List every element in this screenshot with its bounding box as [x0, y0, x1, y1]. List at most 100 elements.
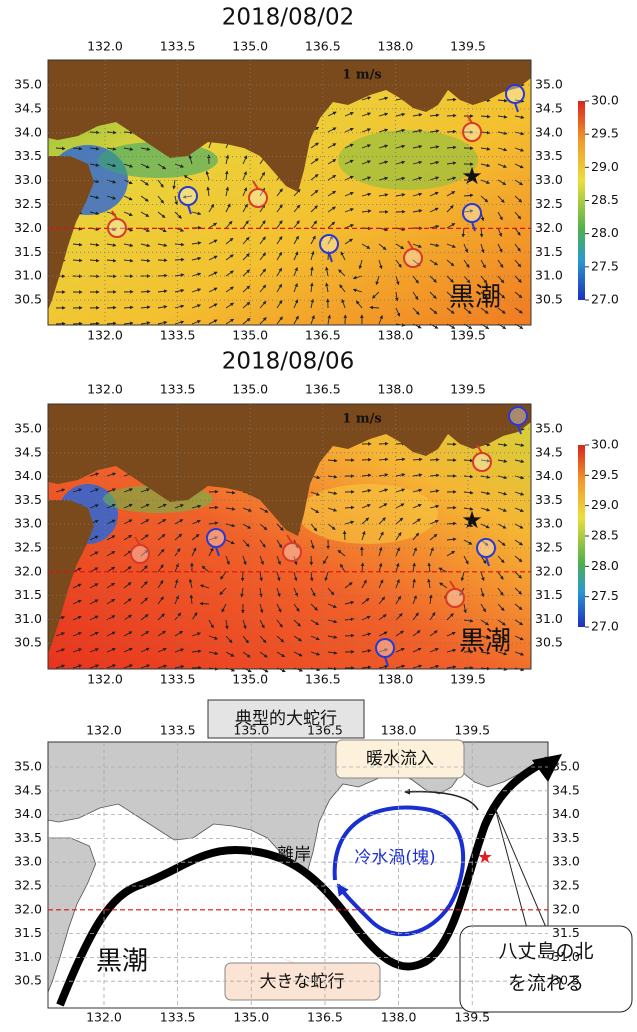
- lat-tick-label: 33.0: [535, 516, 563, 531]
- colorbar-tick-label: 28.0: [591, 558, 619, 573]
- colorbar-tick-label: 27.5: [591, 258, 619, 273]
- eddy-marker: [404, 249, 422, 267]
- lat-tick-label: 30.5: [535, 635, 563, 650]
- lon-tick-label: 133.5: [160, 382, 196, 397]
- lat-tick-label: 31.0: [552, 949, 580, 964]
- current-vector: [73, 323, 82, 324]
- lat-tick-label: 34.0: [535, 468, 563, 483]
- lat-tick-label: 31.0: [535, 268, 563, 283]
- lat-tick-label: 31.5: [14, 587, 42, 602]
- lat-tick-label: 34.0: [14, 124, 42, 139]
- eddy-marker: [463, 204, 481, 222]
- lat-tick-label: 34.0: [552, 806, 580, 821]
- lon-tick-label: 133.5: [160, 328, 196, 343]
- lat-tick-label: 35.0: [14, 421, 42, 436]
- lat-tick-label: 32.5: [14, 878, 42, 893]
- eddy-marker: [446, 589, 464, 607]
- callout-box: [460, 926, 632, 1012]
- current-vector: [447, 115, 456, 116]
- lon-tick-label: 135.0: [232, 382, 268, 397]
- lat-tick-label: 30.5: [552, 973, 580, 988]
- eddy-marker: [506, 85, 524, 103]
- lon-tick-label: 138.0: [378, 328, 414, 343]
- lon-tick-label: 136.5: [307, 1010, 343, 1025]
- lat-tick-label: 34.5: [552, 782, 580, 797]
- lat-tick-label: 33.5: [535, 492, 563, 507]
- lat-tick-label: 35.0: [552, 759, 580, 774]
- lat-tick-label: 33.0: [14, 516, 42, 531]
- lat-tick-label: 31.0: [14, 949, 42, 964]
- colorbar-tick-label: 30.0: [591, 437, 619, 452]
- current-label: 黒潮: [459, 627, 511, 657]
- cold-eddy-label: 冷水渦(塊): [354, 848, 435, 868]
- lon-tick-label: 135.0: [232, 39, 268, 54]
- lon-tick-label: 132.0: [87, 382, 123, 397]
- lat-tick-label: 32.5: [552, 878, 580, 893]
- eddy-marker: [207, 529, 225, 547]
- lon-tick-label: 139.5: [450, 382, 486, 397]
- lon-tick-label: 135.0: [232, 672, 268, 687]
- colorbar-tick-label: 27.0: [591, 619, 619, 634]
- hachijo-star: ★: [461, 506, 483, 534]
- lat-tick-label: 34.5: [14, 444, 42, 459]
- eddy-marker: [283, 543, 301, 561]
- current-label: 黒潮: [449, 283, 501, 313]
- lat-tick-label: 31.5: [552, 925, 580, 940]
- lat-tick-label: 35.0: [535, 421, 563, 436]
- colorbar-tick-label: 29.5: [591, 126, 619, 141]
- lat-tick-label: 32.5: [535, 540, 563, 555]
- lat-tick-label: 34.0: [535, 124, 563, 139]
- lat-tick-label: 31.5: [14, 925, 42, 940]
- panel-title: 2018/08/06: [222, 349, 355, 375]
- lon-tick-label: 138.0: [378, 382, 414, 397]
- callout-text: 大きな蛇行: [260, 972, 345, 992]
- lat-tick-label: 30.5: [535, 292, 563, 307]
- callout-text: 暖水流入: [366, 749, 434, 769]
- lon-tick-label: 132.0: [86, 1010, 122, 1025]
- lat-tick-label: 32.0: [535, 220, 563, 235]
- lat-tick-label: 35.0: [535, 77, 563, 92]
- current-vector: [447, 131, 456, 132]
- colorbar-tick-label: 28.0: [591, 225, 619, 240]
- lat-tick-label: 31.5: [535, 587, 563, 602]
- hachijo-star: ★: [461, 162, 483, 190]
- colorbar: [578, 445, 585, 627]
- scale-label: 1 m/s: [342, 412, 381, 427]
- lat-tick-label: 33.0: [552, 854, 580, 869]
- eddy-marker: [249, 189, 267, 207]
- lat-tick-label: 33.5: [14, 830, 42, 845]
- current-vector: [90, 323, 99, 324]
- lon-tick-label: 139.5: [450, 672, 486, 687]
- hachijo-star: ★: [477, 847, 493, 868]
- lat-tick-label: 32.0: [14, 563, 42, 578]
- lat-tick-label: 34.0: [14, 468, 42, 483]
- lon-tick-label: 133.5: [160, 672, 196, 687]
- lat-tick-label: 33.0: [14, 854, 42, 869]
- lon-tick-label: 133.5: [160, 39, 196, 54]
- lon-tick-label: 138.0: [378, 39, 414, 54]
- lon-tick-label: 139.5: [450, 39, 486, 54]
- current-vector: [344, 531, 345, 540]
- lat-tick-label: 31.0: [14, 268, 42, 283]
- current-vector: [141, 291, 150, 292]
- colorbar-tick-label: 30.0: [591, 93, 619, 108]
- lat-tick-label: 32.0: [552, 901, 580, 916]
- lon-tick-label: 132.0: [86, 723, 122, 738]
- panel-title: 2018/08/02: [222, 5, 355, 31]
- eddy-marker: [108, 219, 126, 237]
- colorbar-tick-label: 28.5: [591, 528, 619, 543]
- lat-tick-label: 30.5: [14, 292, 42, 307]
- lat-tick-label: 31.0: [535, 611, 563, 626]
- lat-tick-label: 33.5: [14, 492, 42, 507]
- lat-tick-label: 32.5: [14, 196, 42, 211]
- eddy-marker: [320, 235, 338, 253]
- lat-tick-label: 35.0: [14, 77, 42, 92]
- current-vector: [175, 259, 184, 260]
- lon-tick-label: 136.5: [305, 328, 341, 343]
- lon-tick-label: 135.0: [233, 723, 269, 738]
- lat-tick-label: 32.5: [535, 196, 563, 211]
- lat-tick-label: 33.5: [14, 148, 42, 163]
- lon-tick-label: 135.0: [232, 328, 268, 343]
- lat-tick-label: 32.0: [14, 220, 42, 235]
